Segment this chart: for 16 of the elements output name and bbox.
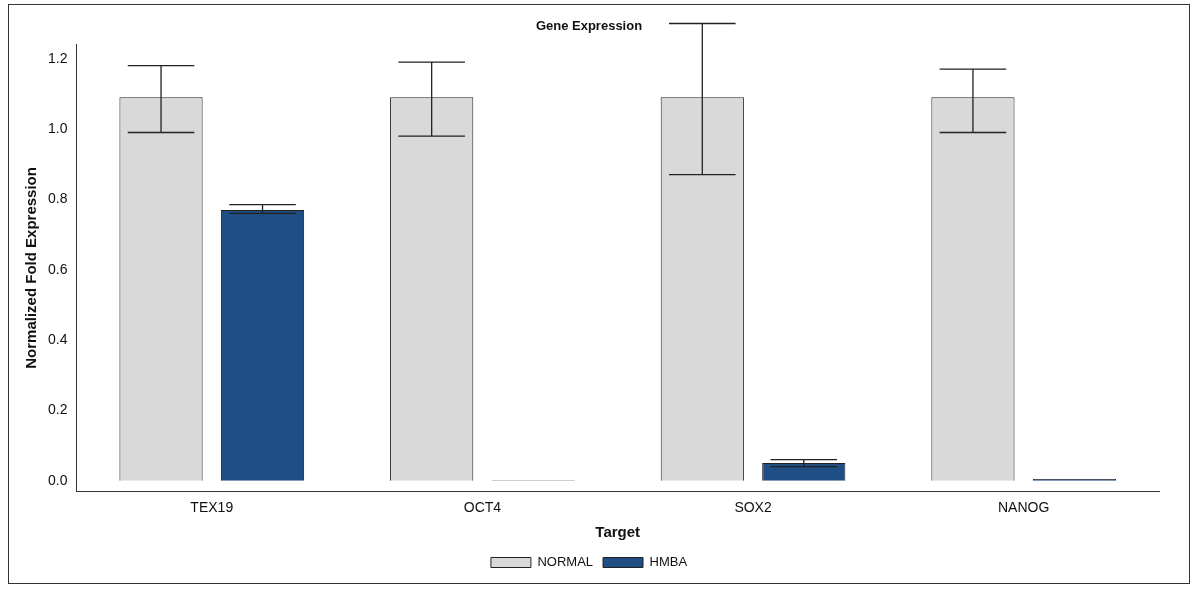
y-axis-title: Normalized Fold Expression <box>22 167 40 369</box>
x-axis-title: Target <box>595 523 641 541</box>
y-tick-label: 1.0 <box>47 119 68 136</box>
legend-label: HMBA <box>649 554 688 570</box>
y-tick-label: 0.4 <box>47 330 68 347</box>
chart-title: Gene Expression <box>535 18 643 34</box>
y-tick-label: 0.8 <box>47 190 68 207</box>
x-tick-label: NANOG <box>998 499 1050 516</box>
y-tick-label: 0.0 <box>47 471 68 488</box>
x-tick-label: OCT4 <box>463 499 502 516</box>
y-tick-label: 0.2 <box>47 401 68 418</box>
y-tick-label: 1.2 <box>47 49 68 66</box>
legend-label: NORMAL <box>537 554 594 570</box>
y-tick-label: 0.6 <box>47 260 68 277</box>
x-tick-label: SOX2 <box>734 499 772 516</box>
x-tick-label: TEX19 <box>190 499 234 516</box>
